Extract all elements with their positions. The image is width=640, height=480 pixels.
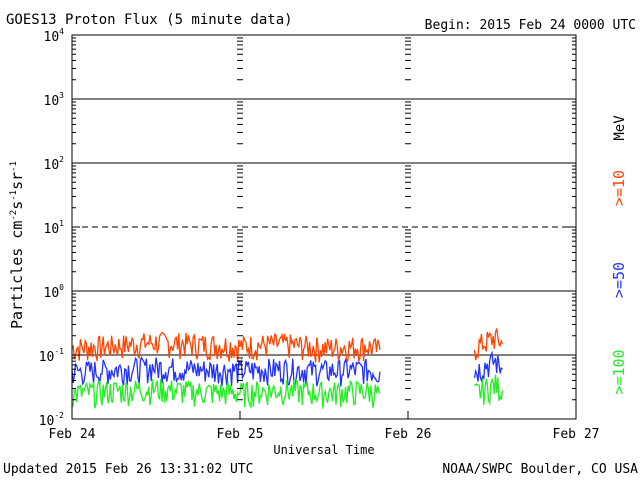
x-tick-label: Feb 24	[49, 427, 96, 442]
updated-timestamp: Updated 2015 Feb 26 13:31:02 UTC	[3, 462, 253, 477]
y-tick-exponent: 2	[59, 155, 64, 164]
y-tick-exponent: 0	[59, 283, 64, 292]
x-tick-label: Feb 27	[553, 427, 600, 442]
begin-time: Begin: 2015 Feb 24 0000 UTC	[425, 18, 636, 33]
y-tick-label: 103	[44, 91, 65, 109]
y-tick-label: 101	[44, 219, 65, 237]
legend-label: >=50	[610, 262, 628, 298]
y-label-exp: -1	[9, 190, 19, 201]
y-tick-exponent: 4	[59, 27, 64, 36]
legend: >=10 >=50 >=100	[610, 170, 628, 395]
legend-unit: MeV	[612, 115, 628, 141]
y-tick-base: 10	[44, 30, 60, 45]
legend-label: >=10	[610, 170, 628, 206]
credit-text: NOAA/SWPC Boulder, CO USA	[442, 462, 638, 477]
y-label-exp: -2	[9, 210, 19, 221]
data-series	[71, 328, 504, 409]
y-tick-exponent: 1	[59, 219, 64, 228]
y-tick-base: 10	[44, 158, 60, 173]
x-tick-label: Feb 25	[217, 427, 264, 442]
series-line-ge100	[474, 374, 504, 406]
series-line-ge10	[473, 328, 504, 361]
legend-label: >=100	[610, 349, 628, 394]
y-tick-base: 10	[44, 286, 60, 301]
y-tick-base: 10	[39, 414, 55, 429]
y-label-part: sr	[8, 172, 26, 190]
y-tick-label: 100	[44, 283, 65, 301]
y-tick-base: 10	[39, 350, 55, 365]
series-line-ge100	[71, 378, 381, 409]
y-tick-exponent: 3	[59, 91, 64, 100]
y-tick-label: 10-2	[39, 411, 64, 429]
y-tick-exponent: -1	[54, 347, 64, 356]
x-tick-label: Feb 26	[385, 427, 432, 442]
series-line-ge50	[473, 350, 503, 383]
y-label-part: Particles cm	[8, 221, 26, 329]
x-axis-label: Universal Time	[273, 443, 374, 457]
y-tick-label: 102	[44, 155, 65, 173]
y-tick-exponent: -2	[54, 411, 64, 420]
y-label-exp: -1	[9, 161, 19, 172]
y-tick-base: 10	[44, 222, 60, 237]
y-label-part: s	[8, 201, 26, 210]
series-line-ge10	[71, 331, 381, 364]
y-axis-label: Particles cm-2s-1sr-1	[8, 161, 26, 329]
y-tick-label: 10-1	[39, 347, 64, 365]
y-tick-base: 10	[44, 94, 60, 109]
series-line-ge50	[71, 355, 381, 387]
y-tick-label: 104	[44, 27, 65, 45]
grid	[72, 98, 576, 356]
chart-title: GOES13 Proton Flux (5 minute data)	[6, 12, 293, 28]
